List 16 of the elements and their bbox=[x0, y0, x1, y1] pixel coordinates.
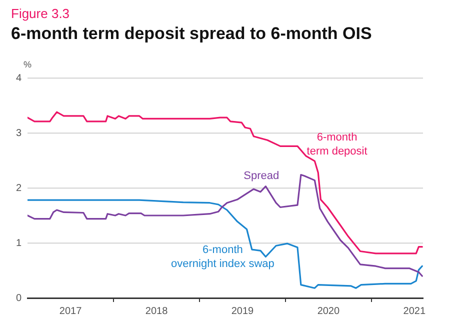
y-axis-title: % bbox=[24, 59, 32, 70]
x-tick-label: 2021 bbox=[403, 306, 426, 317]
y-tick-label: 2 bbox=[16, 182, 22, 194]
chart-subtitle: Figure 3.3 bbox=[11, 6, 70, 21]
series-label: 6-month term deposit bbox=[306, 131, 368, 158]
y-tick-label: 0 bbox=[16, 292, 22, 304]
y-tick-label: 1 bbox=[16, 238, 22, 249]
series-label: Spread bbox=[244, 170, 280, 182]
series-label: 6-month overnight index swap bbox=[171, 244, 274, 270]
x-tick-label: 2018 bbox=[145, 306, 168, 317]
x-tick-label: 2017 bbox=[59, 306, 82, 317]
chart-title: 6-month term deposit spread to 6-month OIS bbox=[11, 24, 372, 44]
x-tick-label: 2020 bbox=[317, 306, 340, 317]
x-tick-label: 2019 bbox=[231, 306, 254, 317]
y-tick-label: 3 bbox=[16, 128, 22, 139]
y-tick-label: 4 bbox=[16, 72, 22, 84]
